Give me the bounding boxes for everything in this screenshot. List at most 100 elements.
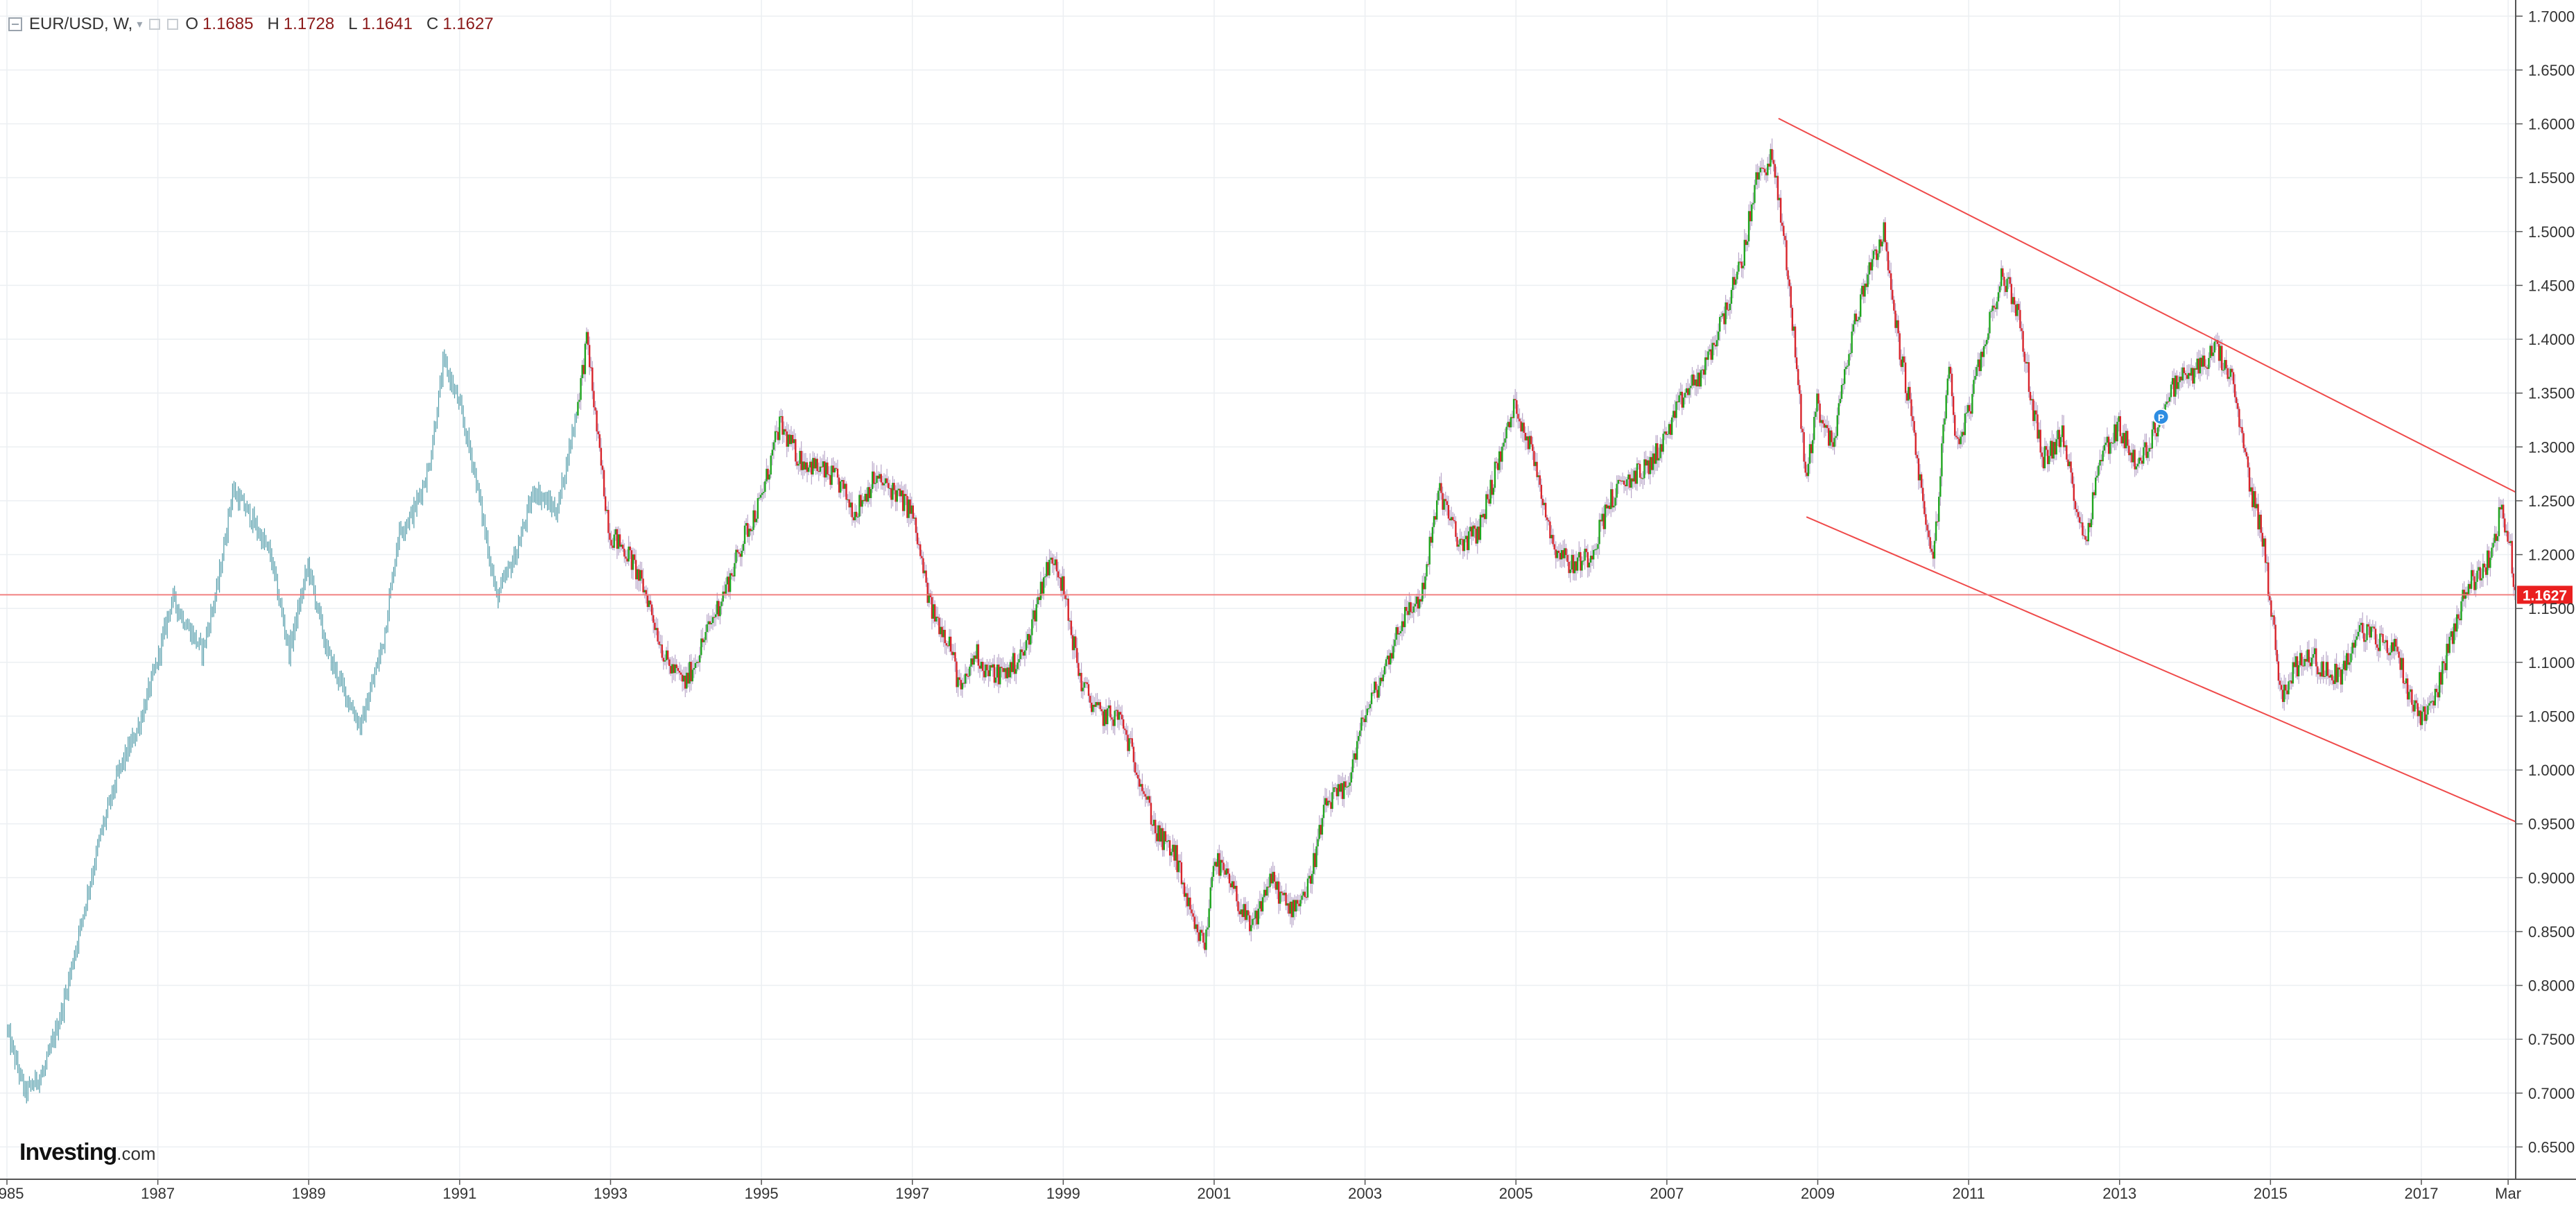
candle-body [2459, 618, 2461, 621]
candle-body [698, 655, 701, 662]
candle-body [1273, 871, 1276, 882]
candle-body [1488, 499, 1490, 504]
candle-body [1074, 636, 1077, 649]
candle-body [1938, 497, 1940, 522]
candle-body [871, 471, 874, 490]
candle-body [1772, 160, 1774, 164]
candle-body [2410, 689, 2412, 692]
candle-body [2379, 633, 2381, 651]
candle-body [2315, 648, 2317, 667]
candle-body [719, 606, 721, 617]
candle-body [1274, 881, 1277, 890]
candle-body [1472, 525, 1474, 537]
candle-body [1440, 483, 1442, 493]
candle-body [1354, 753, 1357, 760]
candle-body [578, 400, 580, 402]
candle-body [1877, 253, 1879, 260]
candle-body [1588, 563, 1591, 568]
candle-body [1791, 307, 1794, 331]
candle-body [1053, 563, 1055, 565]
candle-body [1325, 798, 1328, 806]
candle-body [958, 677, 960, 680]
candle-body [1824, 425, 1827, 428]
candle-body [1090, 702, 1093, 712]
candle-body [2151, 429, 2154, 449]
candle-body [1549, 521, 1551, 539]
candle-body [1021, 649, 1023, 652]
candle-body [1009, 662, 1012, 678]
candle-body [1022, 651, 1025, 656]
candle-body [659, 644, 662, 646]
candle-body [928, 593, 931, 604]
candle-body [1681, 391, 1684, 408]
candle-body [1533, 451, 1535, 466]
candle-body [1636, 463, 1639, 484]
candle-body [661, 644, 663, 658]
candle-body [1353, 753, 1356, 760]
candle-body [1752, 203, 1754, 205]
candle-body [1476, 527, 1478, 544]
candle-body [2267, 562, 2270, 597]
candle-body [1713, 343, 1715, 345]
candle-body [926, 583, 928, 604]
candle-body [1370, 692, 1373, 705]
candle-body [623, 549, 625, 557]
candle-body [1806, 472, 1808, 477]
candle-body [833, 468, 836, 473]
candle-body [904, 494, 906, 511]
candle-body [757, 498, 759, 519]
candle-body [797, 463, 799, 466]
candle-body [2277, 661, 2280, 681]
candle-body [1820, 420, 1822, 423]
collapse-icon[interactable] [8, 17, 22, 31]
candle-body [1314, 853, 1316, 867]
candle-body [1675, 401, 1677, 418]
candle-body [2486, 550, 2489, 575]
candle-body [999, 667, 1001, 685]
settings-icon[interactable] [149, 19, 161, 30]
candle-body [1302, 891, 1304, 896]
candle-body [1589, 556, 1592, 563]
candle-body [1511, 417, 1514, 418]
candle-body [1260, 901, 1263, 911]
candle-body [734, 563, 736, 577]
candle-body [2288, 681, 2290, 694]
candle-body [825, 462, 827, 478]
candle-body [747, 523, 749, 537]
candle-body [1853, 314, 1856, 325]
candle-body [1288, 903, 1290, 914]
symbol-label[interactable]: EUR/USD, W, [29, 15, 133, 33]
candle-body [1127, 735, 1129, 751]
candle-body [2202, 355, 2204, 367]
candle-body [577, 402, 579, 416]
candle-body [2030, 399, 2033, 401]
candle-body [2276, 649, 2278, 662]
eye-icon[interactable] [167, 19, 179, 30]
candle-body [2376, 644, 2378, 648]
candle-body [1569, 569, 1571, 574]
candle-body [1868, 262, 1870, 275]
candle-body [1691, 374, 1693, 386]
chevron-down-icon[interactable]: ▾ [137, 19, 143, 31]
candle-body [889, 488, 891, 489]
candle-body [1957, 437, 1959, 439]
candle-body [1324, 798, 1326, 805]
candle-body [1392, 646, 1394, 659]
candle-body [1292, 900, 1295, 918]
candle-body [1139, 778, 1141, 787]
candle-body [2499, 507, 2502, 510]
candle-body [1700, 370, 1702, 387]
candle-body [1311, 873, 1313, 884]
candle-body [2473, 576, 2475, 590]
candle-body [908, 499, 910, 518]
candle-body [2052, 442, 2055, 459]
candle-body [2476, 570, 2478, 582]
candle-body [1428, 536, 1430, 565]
candle-body [2306, 649, 2308, 662]
candle-body [743, 525, 746, 545]
candle-body [1736, 271, 1738, 280]
candle-body [1269, 873, 1271, 887]
candle-body [1079, 673, 1081, 676]
